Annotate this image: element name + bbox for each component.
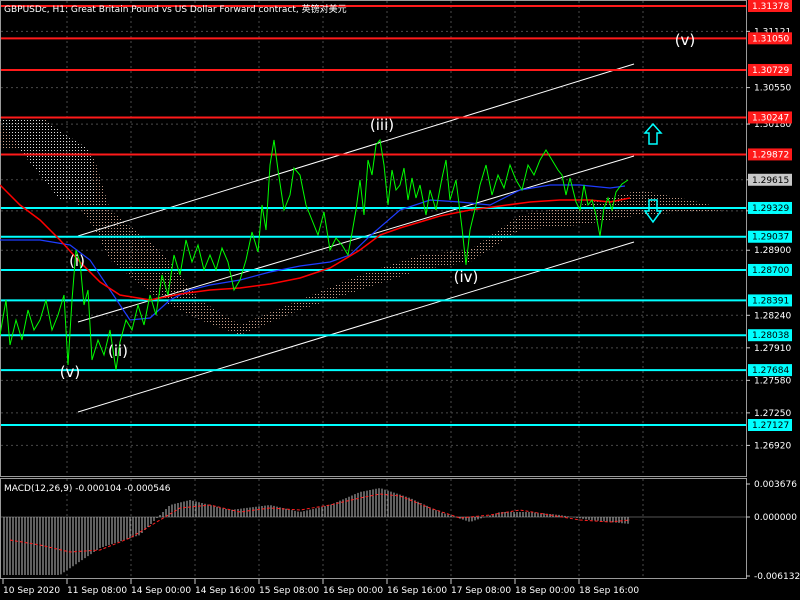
level-price-label: 1.28038 [752,331,789,341]
macd-pane-frame [0,478,747,579]
price-scale[interactable]: 1.311211.305501.301801.296151.293001.289… [746,0,792,451]
price-tick-label: 1.27250 [754,409,791,419]
wave-label: (i) [69,252,85,270]
horizontal-levels [1,5,746,426]
price-line [0,138,629,371]
macd-scale-label: -0.006132 [754,572,800,582]
symbol-info: GBPUSDc, H1: Great Britain Pound vs US D… [4,5,347,15]
wave-label: (v) [675,31,696,49]
level-price-label: 1.29037 [752,233,789,243]
wave-label: (iv) [454,268,479,286]
price-tick-label: 1.30550 [754,84,791,94]
price-tick-label: 1.28240 [754,311,791,321]
level-price-label: 1.27127 [752,421,789,431]
level-price-label: 1.29872 [752,150,789,160]
wave-label: (iii) [370,116,394,134]
price-tick-label: 1.27580 [754,376,791,386]
price-tick-label: 1.27910 [754,344,791,354]
arrow-up-icon [643,122,663,145]
wave-label: (v) [60,363,81,381]
level-price-label: 1.27684 [752,366,789,376]
time-tick-label: 16 Sep 00:00 [323,586,383,596]
macd-scale: 0.003676 0.000000 -0.006132 [746,480,800,582]
time-tick-label: 16 Sep 16:00 [387,586,447,596]
level-price-label: 1.29615 [752,176,789,186]
time-tick-label: 11 Sep 08:00 [67,586,127,596]
level-price-label: 1.29329 [752,204,789,214]
wave-labels: (v) (i) (ii) (iii) (iv) (v) [60,31,696,381]
level-price-label: 1.31050 [752,34,789,44]
level-price-label: 1.28391 [752,296,789,306]
macd-histogram [3,488,629,575]
time-tick-label: 10 Sep 2020 [3,586,60,596]
price-tick-label: 1.26920 [754,441,791,451]
time-tick-label: 18 Sep 16:00 [579,586,639,596]
time-tick-label: 15 Sep 08:00 [259,586,319,596]
price-tick-label: 1.30180 [754,120,791,130]
level-price-label: 1.30247 [752,113,789,123]
time-axis[interactable]: 10 Sep 2020 11 Sep 08:00 14 Sep 00:00 14 Se… [2,579,639,596]
ichimoku-cloud [0,115,730,335]
macd-scale-label: 0.003676 [754,480,797,490]
wave-label: (ii) [108,342,128,360]
time-tick-label: 14 Sep 16:00 [195,586,255,596]
grid [1,1,746,578]
main-pane-frame [0,0,747,477]
level-price-label: 1.28700 [752,266,789,276]
price-channel [77,63,635,413]
moving-averages [0,184,631,321]
level-price-label: 1.30729 [752,66,789,76]
arrow-down-icon [643,199,663,224]
level-price-label: 1.31378 [752,2,789,12]
time-tick-label: 17 Sep 08:00 [451,586,511,596]
price-tick-label: 1.28900 [754,246,791,256]
time-tick-label: 14 Sep 00:00 [131,586,191,596]
macd-signal-line [9,493,631,553]
macd-scale-label: 0.000000 [754,513,797,523]
time-tick-label: 18 Sep 00:00 [515,586,575,596]
macd-label: MACD(12,26,9) -0.000104 -0.000546 [4,484,171,494]
